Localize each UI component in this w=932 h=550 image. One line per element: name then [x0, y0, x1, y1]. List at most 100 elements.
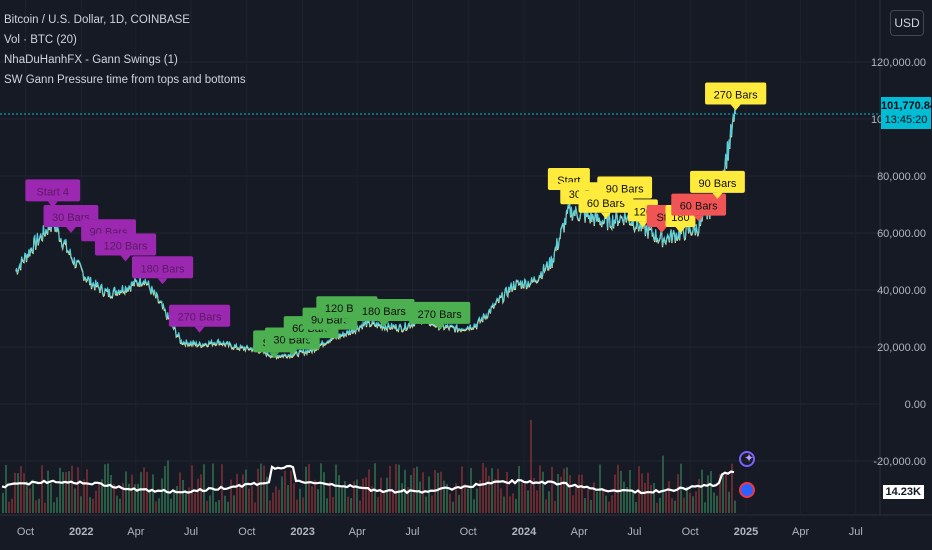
time-axis-label: Apr: [127, 526, 144, 538]
volume-value-tag: 14.23K: [882, 485, 924, 499]
gann-label: 60 Bars: [671, 193, 727, 222]
gann-label-text: 180 Bars: [141, 263, 186, 275]
volume-bar: [119, 498, 121, 513]
gann-label: 270 Bars: [705, 82, 767, 111]
volume-bar: [353, 481, 355, 513]
volume-bar: [485, 467, 487, 513]
volume-bar: [146, 471, 148, 513]
volume-bar: [5, 464, 7, 513]
volume-bar: [713, 492, 715, 513]
gann-label: 90 Bars: [597, 176, 653, 205]
volume-bar: [494, 479, 496, 513]
volume-bar: [545, 499, 547, 513]
volume-bar: [431, 495, 433, 513]
volume-bar: [488, 475, 490, 513]
time-axis-label: Apr: [349, 526, 366, 538]
volume-bar: [512, 493, 514, 513]
volume-bar: [47, 470, 49, 513]
last-price-tag: 101,770.84 13:45:20: [881, 97, 932, 129]
legend-volume[interactable]: Vol · BTC (20): [4, 34, 77, 46]
gann-label-pointer: [65, 227, 76, 234]
volume-bar: [446, 483, 448, 513]
gann-label-text: Start 4: [37, 186, 69, 198]
volume-bar: [419, 481, 421, 513]
legend-gann-swings[interactable]: NhaDuHanhFX - Gann Swings (1): [4, 54, 178, 66]
volume-bar: [575, 484, 577, 513]
volume-bar: [290, 470, 292, 513]
volume-bar: [638, 466, 640, 513]
volume-bar: [464, 483, 466, 513]
volume-bar: [542, 471, 544, 513]
add-indicator-icon[interactable]: ✦: [739, 451, 755, 467]
volume-bar: [326, 498, 328, 513]
gann-label-box: [94, 233, 157, 256]
volume-bar: [605, 495, 607, 513]
volume-bar: [242, 474, 244, 513]
volume-bar: [176, 486, 178, 513]
gann-label-pointer: [712, 192, 723, 199]
volume-bar: [653, 482, 655, 513]
volume-bar: [224, 495, 226, 513]
currency-button[interactable]: USD: [890, 10, 924, 36]
volume-bar: [665, 491, 667, 513]
gann-label-text: 90 Bars: [606, 184, 644, 196]
legend-symbol[interactable]: Bitcoin / U.S. Dollar, 1D, COINBASE: [4, 14, 190, 26]
time-axis-label: 2024: [512, 526, 537, 538]
volume-bar: [425, 496, 427, 513]
volume-bar: [362, 478, 364, 513]
volume-bar: [74, 488, 76, 513]
volume-bar: [167, 460, 169, 513]
price-axis-label: 20,000.00: [877, 342, 926, 354]
volume-bar: [254, 502, 256, 513]
volume-bar: [686, 486, 688, 513]
volume-bar: [443, 480, 445, 513]
time-axis-label: Oct: [460, 526, 477, 538]
gann-label-pointer: [600, 212, 611, 219]
volume-bar: [218, 500, 220, 513]
volume-bar: [518, 465, 520, 513]
volume-bar: [35, 500, 37, 513]
gann-label-box: [353, 299, 415, 322]
volume-bar: [173, 490, 175, 513]
volume-bar: [368, 469, 370, 513]
volume-bar: [11, 498, 13, 513]
volume-bar: [707, 475, 709, 513]
volume-bar: [440, 471, 442, 513]
volume-bar: [401, 483, 403, 513]
volume-bar: [692, 496, 694, 513]
gann-label-text: 270 Bars: [418, 309, 463, 321]
volume-bar: [356, 479, 358, 513]
volume-bar: [314, 479, 316, 513]
price-axis-label: -20,000.00: [873, 456, 926, 468]
volume-bar: [59, 467, 61, 513]
volume-bar: [323, 472, 325, 513]
flag-icon[interactable]: [739, 482, 755, 498]
volume-bar: [392, 492, 394, 513]
volume-bar: [275, 486, 277, 513]
volume-bar: [662, 455, 664, 513]
volume-bar: [716, 495, 718, 513]
gann-label: 120 Bars: [94, 233, 157, 262]
volume-bar: [383, 490, 385, 513]
time-axis-label: Oct: [238, 526, 255, 538]
volume-bar: [8, 501, 10, 513]
volume-bar: [449, 493, 451, 513]
volume-bar: [620, 470, 622, 513]
volume-bar: [134, 484, 136, 513]
volume-bar: [557, 474, 559, 513]
volume-bar: [677, 474, 679, 513]
volume-bar: [341, 487, 343, 513]
volume-bar: [536, 490, 538, 513]
gann-label-pointer: [693, 215, 704, 222]
volume-bar: [569, 475, 571, 513]
gann-label-pointer: [287, 349, 298, 356]
volume-ma-line: [1, 464, 735, 495]
volume-bar: [89, 497, 91, 513]
volume-bar: [428, 476, 430, 513]
volume-bar: [296, 499, 298, 513]
legend-gann-pressure[interactable]: SW Gann Pressure time from tops and bott…: [4, 74, 246, 86]
volume-bar: [521, 482, 523, 513]
volume-bar: [350, 498, 352, 513]
volume-bar: [455, 483, 457, 513]
